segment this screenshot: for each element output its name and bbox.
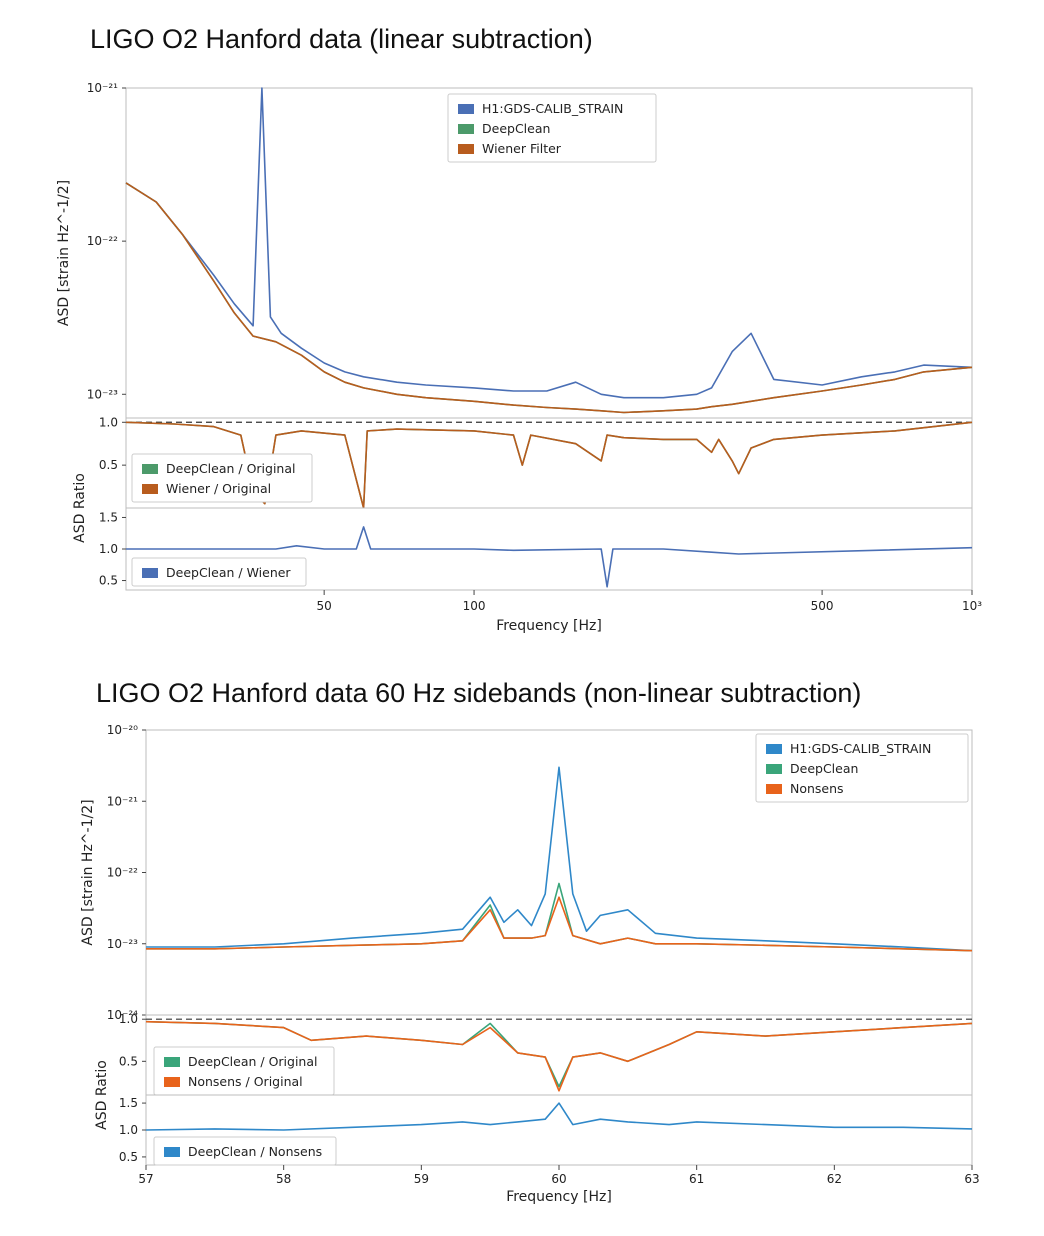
legend-entry-label: Nonsens / Original [188, 1074, 303, 1089]
x-tick-label: 500 [811, 599, 834, 613]
top-figure-title: LIGO O2 Hanford data (linear subtraction… [90, 24, 593, 54]
legend-entry-label: DeepClean / Nonsens [188, 1144, 322, 1159]
legend-entry-label: H1:GDS-CALIB_STRAIN [790, 741, 931, 756]
x-tick-label: 10³ [962, 599, 982, 613]
y-tick-label: 10⁻²³ [87, 387, 118, 401]
y-tick-label: 10⁻²² [87, 234, 118, 248]
legend-box [131, 557, 307, 587]
y-axis-label: ASD [strain Hz^-1/2] [80, 799, 96, 945]
legend-entry-label: DeepClean / Original [188, 1054, 318, 1069]
bottom-figure-title: LIGO O2 Hanford data 60 Hz sidebands (no… [96, 678, 862, 708]
top-main-series-group [125, 87, 973, 414]
legend-swatch [164, 1147, 180, 1157]
series-line-h1-gds-calib-strain [146, 766, 973, 952]
top-main-legend: H1:GDS-CALIB_STRAIN DeepClean Wiener Filte… [447, 93, 657, 163]
legend-swatch [458, 104, 474, 114]
top-ratio-2-legend: DeepClean / Wiener [131, 557, 307, 587]
y-tick-label: 0.5 [99, 574, 118, 588]
bottom-main-series-group [146, 766, 973, 952]
legend-entry-label: DeepClean [482, 121, 550, 136]
legend-entry-label: DeepClean / Wiener [166, 565, 291, 580]
x-axis-label: Frequency [Hz] [496, 618, 602, 634]
y-tick-label: 1.0 [99, 415, 118, 429]
series-line-deepclean-nonsens [145, 1102, 973, 1131]
y-axis-label: ASD [strain Hz^-1/2] [56, 180, 72, 326]
top-ratio-1-legend: DeepClean / Original Wiener / Original [131, 453, 313, 503]
bottom-ratio-1-legend: DeepClean / Original Nonsens / Original [153, 1046, 335, 1096]
legend-box [447, 93, 657, 163]
bottom-ratio-2-series-group [145, 1102, 973, 1131]
top-ratio-1-series-group [125, 421, 973, 509]
series-line-nonsens [146, 896, 973, 952]
legend-entry-label: Nonsens [790, 781, 844, 796]
y-tick-label: 10⁻²³ [107, 937, 138, 951]
x-tick-label: 60 [551, 1172, 566, 1186]
legend-swatch [142, 484, 158, 494]
legend-swatch [142, 568, 158, 578]
x-axis-label: Frequency [Hz] [506, 1189, 612, 1205]
y-tick-label: 10⁻²¹ [107, 794, 138, 808]
x-tick-label: 50 [317, 599, 332, 613]
y-tick-label: 10⁻²⁰ [107, 723, 138, 737]
legend-swatch [164, 1077, 180, 1087]
y-axis-label: ASD Ratio [72, 473, 88, 543]
y-tick-label: 10⁻²¹ [87, 81, 118, 95]
y-tick-label: 1.0 [119, 1123, 138, 1137]
legend-entry-label: Wiener Filter [482, 141, 562, 156]
y-tick-label: 10⁻²⁴ [107, 1008, 138, 1022]
bottom-ratio-1-series-group [145, 1020, 973, 1092]
legend-swatch [766, 764, 782, 774]
y-tick-label: 0.5 [99, 458, 118, 472]
legend-box [755, 733, 969, 803]
series-line-wiener-original [125, 421, 973, 509]
legend-swatch [766, 784, 782, 794]
series-line-deepclean-wiener [126, 526, 973, 588]
x-tick-label: 59 [414, 1172, 429, 1186]
y-tick-label: 1.5 [99, 510, 118, 524]
legend-swatch [458, 144, 474, 154]
legend-entry-label: Wiener / Original [166, 481, 271, 496]
y-tick-label: 0.5 [119, 1054, 138, 1068]
y-tick-label: 1.0 [119, 1012, 138, 1026]
x-tick-label: 58 [276, 1172, 291, 1186]
top-ratio-2-series-group [126, 526, 973, 588]
y-tick-label: 0.5 [119, 1150, 138, 1164]
y-axis-label: ASD Ratio [94, 1060, 110, 1130]
y-tick-label: 1.0 [99, 542, 118, 556]
legend-entry-label: DeepClean / Original [166, 461, 296, 476]
legend-swatch [766, 744, 782, 754]
legend-swatch [164, 1057, 180, 1067]
x-tick-label: 100 [463, 599, 486, 613]
legend-swatch [458, 124, 474, 134]
legend-entry-label: H1:GDS-CALIB_STRAIN [482, 101, 623, 116]
bottom-main-legend: H1:GDS-CALIB_STRAIN DeepClean Nonsens [755, 733, 969, 803]
legend-box [153, 1136, 337, 1166]
series-line-wiener-filter [125, 182, 973, 414]
x-tick-label: 63 [964, 1172, 979, 1186]
y-tick-label: 1.5 [119, 1096, 138, 1110]
x-tick-label: 57 [138, 1172, 153, 1186]
x-tick-label: 61 [689, 1172, 704, 1186]
legend-box [131, 453, 313, 503]
series-line-h1-gds-calib-strain [125, 87, 973, 399]
legend-entry-label: DeepClean [790, 761, 858, 776]
x-tick-label: 62 [827, 1172, 842, 1186]
bottom-ratio-2-legend: DeepClean / Nonsens [153, 1136, 337, 1166]
series-line-nonsens-original [145, 1020, 973, 1092]
legend-swatch [142, 464, 158, 474]
y-tick-label: 10⁻²² [107, 866, 138, 880]
